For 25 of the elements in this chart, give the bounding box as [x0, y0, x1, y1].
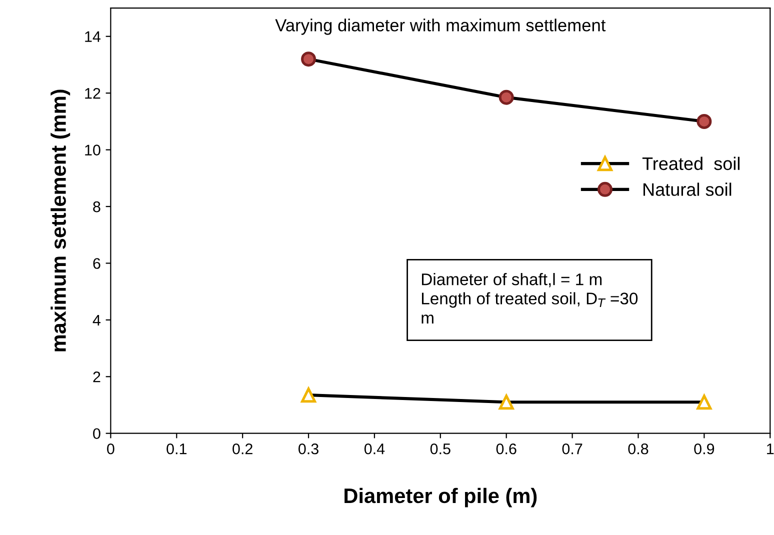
x-tick-label: 0	[107, 443, 114, 454]
y-tick-label: 2	[93, 372, 100, 382]
y-tick-label: 10	[85, 144, 100, 156]
x-tick-label: 0.2	[232, 443, 252, 454]
x-axis-title: Diameter of pile (m)	[344, 488, 537, 508]
y-tick-label: 0	[93, 428, 100, 440]
x-tick-label: 1	[767, 444, 774, 454]
y-axis-title: maximum settlement (mm)	[50, 90, 70, 352]
y-tick-label: 12	[85, 88, 100, 99]
text: Varying diameter with maximum settlement	[275, 18, 606, 35]
legend-label: Natural soil	[644, 182, 732, 196]
x-tick-label: 0.8	[628, 443, 648, 454]
x-tick-label: 0.1	[166, 443, 186, 454]
legend-label: Treated soil	[642, 156, 740, 170]
text: Diameter of shaft,l = 1 m Length of treated soil, D$_{T}$ =30 m	[422, 273, 638, 324]
y-tick-label: 6	[93, 258, 100, 269]
y-tick-label: 8	[93, 201, 100, 212]
x-tick-label: 0.7	[562, 443, 582, 454]
x-tick-label: 0.5	[430, 443, 450, 454]
x-tick-label: 0.9	[694, 443, 714, 454]
x-tick-label: 0.4	[364, 443, 385, 454]
x-tick-label: 0.6	[496, 443, 516, 454]
y-tick-label: 14	[85, 31, 101, 42]
y-tick-label: 4	[92, 314, 101, 326]
x-tick-label: 0.3	[298, 443, 318, 454]
